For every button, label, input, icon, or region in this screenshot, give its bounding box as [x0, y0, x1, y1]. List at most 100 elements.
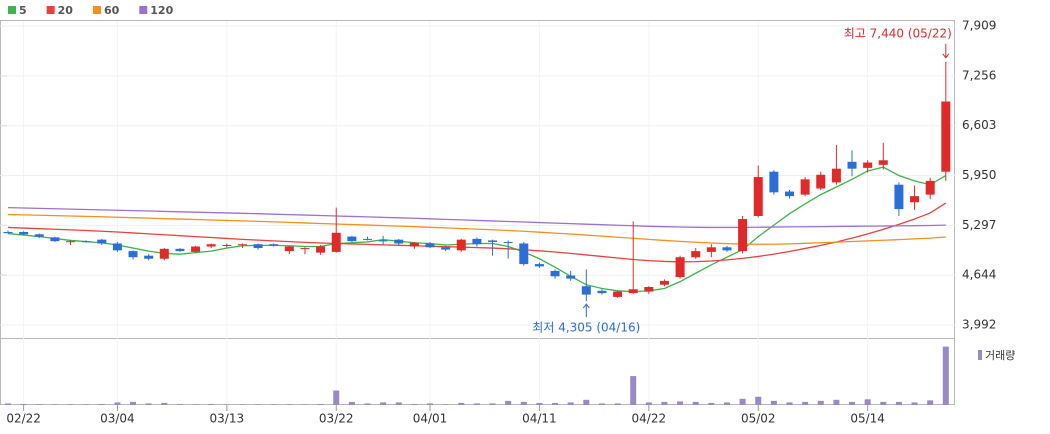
- volume-bar: [442, 404, 449, 405]
- candle-body: [456, 239, 466, 251]
- x-tick-label: 03/22: [319, 412, 354, 426]
- legend-swatch: [46, 6, 55, 14]
- candle-body: [581, 286, 591, 295]
- x-tick-label: 03/04: [100, 412, 135, 426]
- candle-body: [222, 245, 232, 247]
- candle-body: [3, 232, 13, 234]
- candle-body: [347, 236, 357, 242]
- candle-body: [331, 232, 341, 252]
- x-tick-label: 04/11: [522, 412, 557, 426]
- volume-bar: [192, 404, 199, 405]
- candle-body: [894, 184, 904, 210]
- volume-bar: [239, 404, 246, 405]
- volume-bar: [895, 401, 902, 405]
- high-annotation: 최고 7,440 (05/22): [844, 26, 952, 40]
- volume-bar: [36, 404, 43, 405]
- volume-bar: [802, 401, 809, 405]
- candle-body: [144, 255, 154, 259]
- volume-bar: [223, 404, 230, 405]
- volume-bar: [770, 400, 777, 405]
- candle-body: [550, 270, 560, 277]
- volume-bar: [645, 402, 652, 405]
- candle-body: [785, 191, 794, 197]
- candle-body: [847, 161, 857, 169]
- candle-body: [941, 101, 951, 172]
- volume-bar: [692, 401, 699, 405]
- candle-body: [613, 291, 623, 297]
- y-tick-label: 4,644: [962, 268, 996, 282]
- volume-bar: [301, 404, 308, 405]
- volume-bar: [864, 399, 871, 405]
- candle-body: [81, 241, 91, 243]
- candle-body: [284, 246, 294, 252]
- candle-body: [66, 241, 76, 243]
- candle-body: [878, 160, 888, 165]
- x-tick-label: 03/13: [210, 412, 245, 426]
- candle-body: [253, 244, 263, 249]
- candle-body: [831, 168, 841, 183]
- volume-bar: [473, 403, 480, 405]
- volume-bar: [817, 400, 824, 405]
- ma-line: [7, 202, 947, 263]
- volume-bar: [833, 399, 840, 405]
- low-arrow: [582, 303, 590, 318]
- volume-bar: [583, 399, 590, 405]
- candle-body: [316, 246, 326, 253]
- candle-body: [644, 286, 654, 292]
- candle-body: [97, 239, 107, 244]
- volume-legend-label: 거래량: [985, 349, 1015, 362]
- legend-label: 120: [150, 4, 173, 17]
- volume-bar: [927, 400, 934, 405]
- candle-body: [910, 196, 920, 203]
- candle-body: [691, 251, 701, 258]
- candle-body: [378, 240, 388, 242]
- y-tick-label: 5,950: [962, 168, 996, 182]
- candle-body: [863, 162, 873, 168]
- volume-bar: [270, 404, 277, 405]
- candle-body: [534, 264, 544, 267]
- candle-body: [472, 238, 482, 245]
- volume-bar: [348, 401, 355, 405]
- volume-bar: [255, 404, 262, 405]
- candle-body: [722, 247, 732, 251]
- y-tick-label: 7,256: [962, 68, 996, 82]
- volume-bar: [536, 402, 543, 405]
- volume-bar: [552, 402, 559, 405]
- y-tick-label: 7,909: [962, 19, 996, 33]
- low-annotation: 최저 4,305 (04/16): [532, 321, 640, 335]
- volume-bar: [67, 404, 74, 405]
- volume-bar: [520, 401, 527, 405]
- legend-label: 20: [58, 4, 74, 17]
- y-tick-label: 6,603: [962, 118, 996, 132]
- volume-bar: [51, 404, 58, 405]
- volume-bar: [739, 398, 746, 405]
- y-tick-label: 5,297: [962, 218, 996, 232]
- volume-bar: [630, 376, 637, 405]
- legend-swatch: [8, 6, 16, 14]
- candle-body: [441, 247, 451, 250]
- y-tick-label: 3,992: [962, 318, 996, 332]
- candle-body: [300, 248, 310, 250]
- volume-bar: [286, 404, 293, 405]
- legend-label: 60: [104, 4, 120, 17]
- volume-bar: [145, 403, 152, 405]
- volume-bar: [598, 403, 605, 405]
- candle-body: [175, 248, 185, 252]
- volume-legend-swatch: [978, 350, 982, 360]
- volume-bar: [364, 403, 371, 405]
- candle-body: [50, 237, 60, 242]
- plot-frame: [0, 20, 955, 405]
- candle-body: [816, 174, 826, 189]
- volume-bar: [317, 403, 324, 405]
- volume-bar: [677, 401, 684, 405]
- x-tick-label: 04/01: [413, 412, 448, 426]
- candle-body: [800, 179, 810, 195]
- volume-bar: [161, 402, 168, 405]
- candle-body: [394, 239, 404, 244]
- volume-bar: [614, 403, 621, 405]
- candle-body: [19, 232, 29, 235]
- x-tick-label: 05/14: [850, 412, 885, 426]
- volume-bar: [489, 403, 496, 405]
- candle-body: [409, 242, 419, 247]
- volume-bar: [723, 402, 730, 405]
